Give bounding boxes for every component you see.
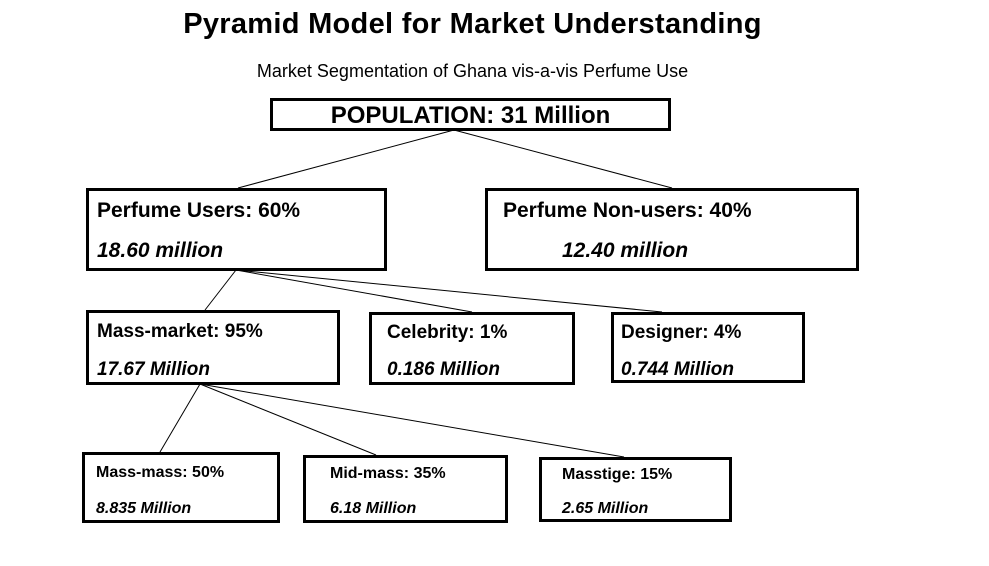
node-designer-label: Designer: 4% [621,322,742,343]
node-population: POPULATION: 31 Million [270,98,671,131]
edge-population-perfume-users [237,129,455,189]
node-population-label: POPULATION: 31 Million [330,102,611,129]
node-celebrity-value: 0.186 Million [387,359,500,380]
node-mass-market-label: Mass-market: 95% [97,321,263,342]
node-designer-value: 0.744 Million [621,359,734,380]
node-masstige: Masstige: 15% 2.65 Million [539,457,732,522]
node-mid-mass: Mid-mass: 35% 6.18 Million [303,455,508,523]
diagram-title: Pyramid Model for Market Understanding [183,8,762,40]
edge-mass-market-mid-mass [199,383,377,456]
node-mass-mass-label: Mass-mass: 50% [96,464,225,481]
node-mass-mass-value: 8.835 Million [96,500,192,517]
node-celebrity: Celebrity: 1% 0.186 Million [369,312,575,385]
node-mass-market-value: 17.67 Million [97,359,210,380]
node-perfume-non-users: Perfume Non-users: 40% 12.40 million [485,188,859,271]
node-perfume-non-users-value: 12.40 million [562,239,689,262]
node-designer: Designer: 4% 0.744 Million [611,312,805,383]
edge-population-perfume-non-users [453,129,673,189]
edge-mass-market-mass-mass [159,383,201,453]
edge-mass-market-masstige [199,383,625,458]
edge-perfume-users-celebrity [235,269,473,313]
node-mid-mass-label: Mid-mass: 35% [330,465,446,482]
edge-perfume-users-mass-market [204,269,237,311]
node-masstige-label: Masstige: 15% [562,466,673,483]
node-masstige-value: 2.65 Million [562,500,649,517]
node-perfume-users-value: 18.60 million [97,239,224,262]
diagram-subtitle: Market Segmentation of Ghana vis-a-vis P… [256,61,689,81]
node-celebrity-label: Celebrity: 1% [387,322,508,343]
node-perfume-users: Perfume Users: 60% 18.60 million [86,188,387,271]
node-mass-market: Mass-market: 95% 17.67 Million [86,310,340,385]
edge-perfume-users-designer [235,269,663,313]
node-perfume-users-label: Perfume Users: 60% [97,199,301,222]
node-mid-mass-value: 6.18 Million [330,500,417,517]
node-perfume-non-users-label: Perfume Non-users: 40% [503,199,752,222]
node-mass-mass: Mass-mass: 50% 8.835 Million [82,452,280,523]
